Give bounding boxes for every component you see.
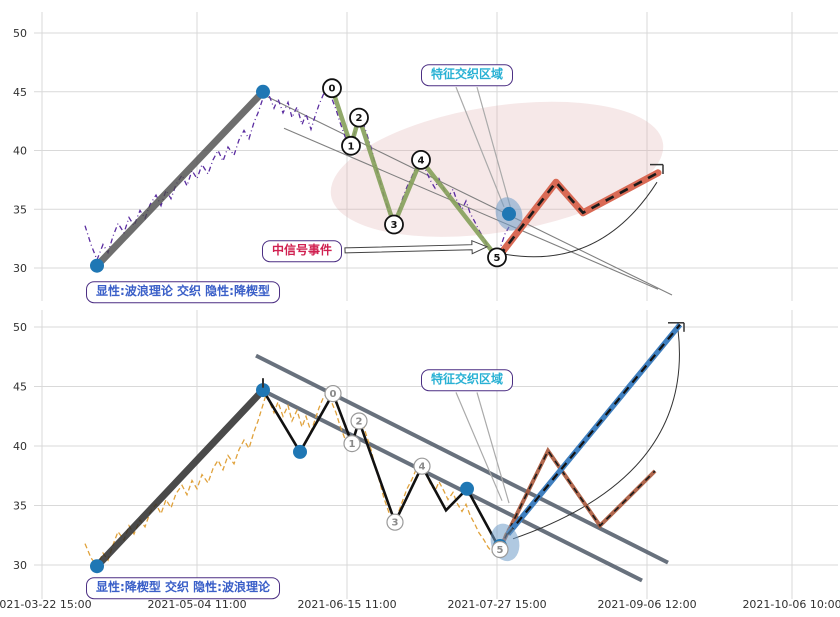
wave-number-label: 2 <box>356 113 363 124</box>
callout-pointer-2 <box>476 392 510 504</box>
callout-pointer-2 <box>476 86 512 210</box>
wave-number-circles <box>350 412 368 430</box>
x-tick-label: 2021-09-06 12:00 <box>597 598 696 611</box>
wave-number-label: 3 <box>392 518 399 529</box>
wave-number-label: 2 <box>356 417 363 428</box>
callout-pointer-1 <box>455 86 505 208</box>
pivot-dots <box>460 481 474 496</box>
wave-number-circles <box>491 540 509 559</box>
impulse-leg <box>93 88 267 270</box>
y-tick-label: 50 <box>13 27 27 40</box>
callout-signal-event: 中信号事件 <box>261 240 343 262</box>
y-tick-label: 35 <box>13 203 27 216</box>
wave-number-label: 5 <box>494 253 501 264</box>
pivot-dots <box>256 84 270 99</box>
wedge-thick-lower <box>261 388 643 583</box>
wave-number-label: 5 <box>497 545 504 556</box>
annotation-arc <box>502 181 658 258</box>
forecast-zigzag-brown <box>498 446 657 550</box>
wave-number-circles <box>384 214 404 235</box>
wave-number-circles <box>411 149 431 170</box>
wave-number-circles <box>322 78 342 99</box>
forecast-line-red-dash-overlay <box>497 171 659 258</box>
wave-number-label: 0 <box>329 84 336 95</box>
callout-feature-zone-top: 特征交织区域 <box>420 64 514 86</box>
y-tick-label: 40 <box>13 440 27 453</box>
price-series-orange <box>84 391 510 568</box>
wave-number-circles <box>349 107 369 128</box>
wave-number-label: 1 <box>349 439 356 450</box>
x-tick-label: 2021-06-15 11:00 <box>297 598 396 611</box>
y-tick-label: 30 <box>13 559 27 572</box>
callout-explicit-elliott: 显性:波浪理论 交织 隐性:降楔型 <box>86 281 280 303</box>
forecast-line-blue-dash-overlay <box>507 323 681 535</box>
callout-explicit-wedge: 显性:降楔型 交织 隐性:波浪理论 <box>86 577 280 599</box>
x-tick-label: 2021-03-22 15:00 <box>0 598 92 611</box>
wedge-line-lower <box>283 127 659 290</box>
y-tick-label: 40 <box>13 145 27 158</box>
annotation-arc <box>512 329 680 540</box>
wave-number-label: 4 <box>418 155 425 166</box>
pivot-dots <box>293 444 307 459</box>
feature-zone-ellipse <box>330 101 664 237</box>
elliott-wave-line <box>329 87 499 259</box>
x-tick-label: 2021-05-04 11:00 <box>147 598 246 611</box>
pivot-dots <box>90 559 104 574</box>
wave-number-label: 3 <box>391 220 398 231</box>
wave-number-label: 0 <box>330 389 337 400</box>
impulse-leg <box>93 386 267 570</box>
y-tick-label: 50 <box>13 321 27 334</box>
pivot-dots <box>502 206 516 221</box>
wave-number-circles <box>386 513 404 531</box>
y-tick-label: 45 <box>13 381 27 394</box>
pattern-zigzag <box>261 389 502 551</box>
x-tick-label: 2021-07-27 15:00 <box>447 598 546 611</box>
wave-number-circles <box>413 457 431 475</box>
callout-feature-zone-bottom: 特征交织区域 <box>420 369 514 391</box>
signal-arrow <box>344 239 489 255</box>
callout-pointer-1 <box>455 392 503 501</box>
y-tick-label: 30 <box>13 262 27 275</box>
wave-number-circles <box>324 385 342 403</box>
forecast-zigzag-brown-dash-overlay <box>499 449 656 549</box>
wave-number-circles <box>487 247 507 268</box>
pivot-dots <box>256 383 270 398</box>
x-tick-label: 2021-10-06 10:00 <box>742 598 840 611</box>
y-tick-label: 35 <box>13 500 27 513</box>
wave-number-label: 4 <box>419 462 426 473</box>
wedge-line-upper <box>261 93 673 296</box>
wave-number-label: 1 <box>348 141 355 152</box>
wave-number-circles <box>341 135 361 156</box>
wave-number-circles <box>343 435 361 453</box>
y-tick-label: 45 <box>13 86 27 99</box>
pivot-dots <box>90 258 104 273</box>
